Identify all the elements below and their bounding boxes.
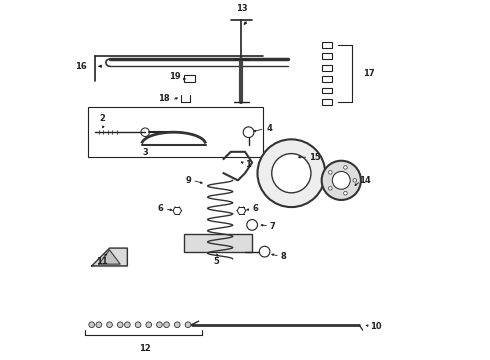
Circle shape	[328, 186, 332, 190]
Text: 7: 7	[270, 222, 276, 231]
Polygon shape	[92, 248, 127, 266]
Circle shape	[185, 322, 191, 328]
Circle shape	[118, 322, 123, 328]
Text: 10: 10	[370, 322, 381, 331]
Text: 15: 15	[309, 153, 321, 162]
Text: 11: 11	[97, 257, 108, 266]
Text: 17: 17	[363, 69, 374, 78]
Polygon shape	[99, 250, 120, 264]
Text: 9: 9	[186, 176, 192, 185]
FancyBboxPatch shape	[88, 107, 263, 157]
Text: 19: 19	[169, 72, 181, 81]
Text: 5: 5	[214, 257, 220, 266]
Circle shape	[332, 171, 350, 189]
Circle shape	[272, 154, 311, 193]
Text: 8: 8	[281, 252, 286, 261]
Circle shape	[174, 322, 180, 328]
Bar	[321, 53, 332, 59]
Text: 6: 6	[252, 204, 258, 213]
Bar	[184, 75, 195, 82]
Bar	[184, 234, 252, 252]
Text: 14: 14	[359, 176, 371, 185]
Text: 3: 3	[142, 148, 148, 157]
Circle shape	[124, 322, 130, 328]
Circle shape	[141, 128, 149, 136]
Bar	[321, 87, 332, 93]
Text: 13: 13	[236, 4, 247, 13]
Text: 12: 12	[139, 345, 151, 354]
Text: 18: 18	[158, 94, 170, 103]
Text: 4: 4	[267, 124, 272, 133]
Circle shape	[343, 166, 347, 169]
Circle shape	[89, 322, 95, 328]
Text: 1: 1	[245, 160, 251, 169]
Circle shape	[328, 171, 332, 174]
Circle shape	[243, 127, 254, 138]
Circle shape	[259, 246, 270, 257]
Bar	[321, 65, 332, 71]
Circle shape	[247, 220, 257, 230]
Bar	[321, 99, 332, 105]
Circle shape	[321, 161, 361, 200]
Circle shape	[146, 322, 151, 328]
Bar	[321, 42, 332, 48]
Circle shape	[135, 322, 141, 328]
Circle shape	[257, 139, 325, 207]
Circle shape	[164, 322, 170, 328]
Circle shape	[96, 322, 101, 328]
Bar	[321, 76, 332, 82]
Circle shape	[343, 192, 347, 195]
Circle shape	[107, 322, 112, 328]
Circle shape	[353, 179, 357, 182]
Text: 6: 6	[157, 204, 163, 213]
Text: 2: 2	[99, 114, 105, 123]
Text: 16: 16	[75, 62, 87, 71]
Circle shape	[157, 322, 162, 328]
